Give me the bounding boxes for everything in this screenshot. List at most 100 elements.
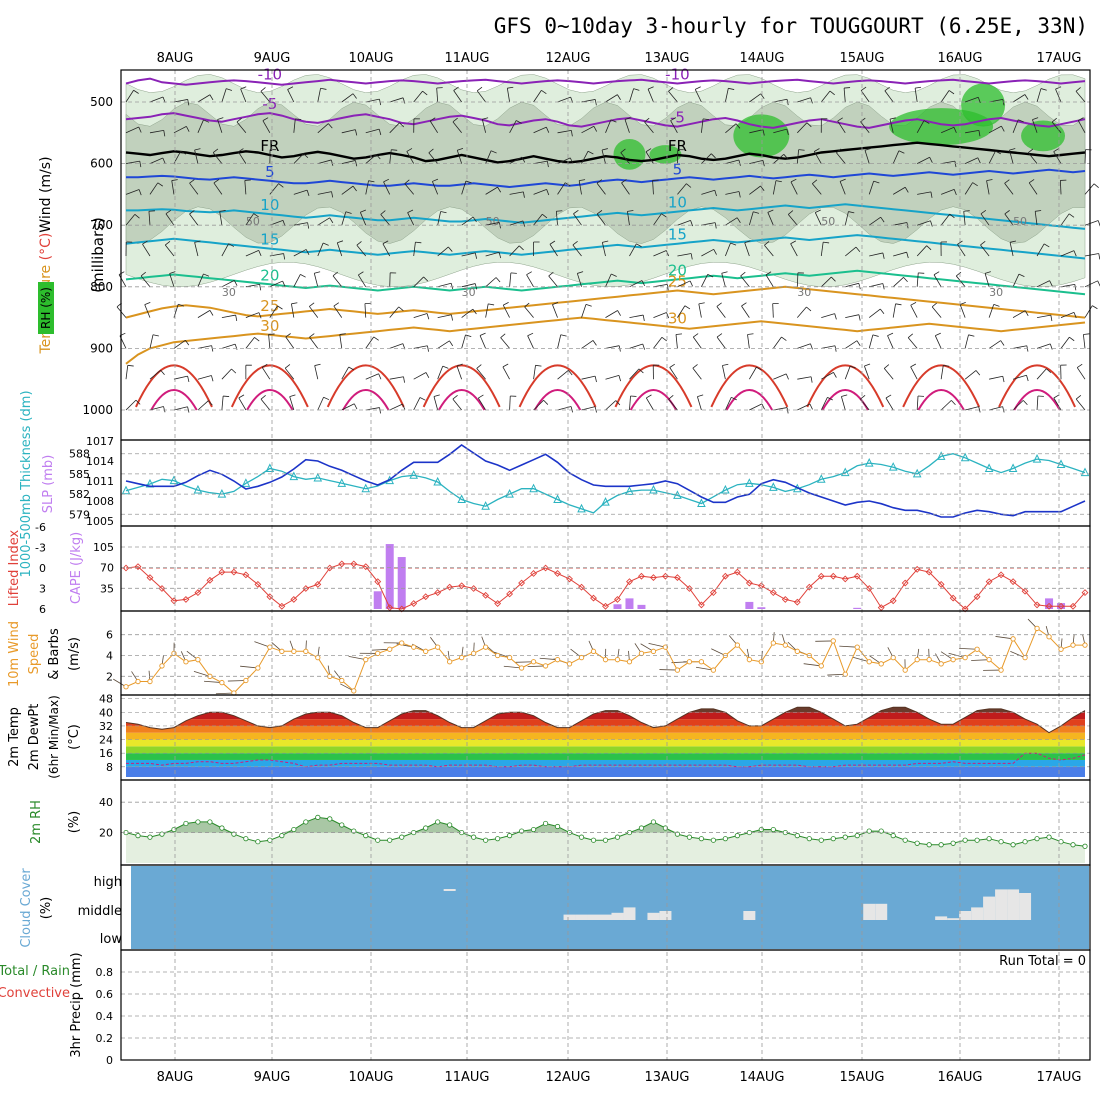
wind-barb <box>477 397 486 411</box>
wind-barb-flag <box>309 333 315 338</box>
wind-barb-flag <box>332 271 338 277</box>
wind-barb <box>293 249 307 257</box>
wind-barb <box>724 88 729 103</box>
rh2m-point <box>471 834 477 840</box>
wind-barb-flag <box>546 161 549 168</box>
wind-barb <box>194 149 199 164</box>
date-label-top: 13AUG <box>644 51 689 66</box>
wind-barb <box>437 340 450 349</box>
wind-barb-flag <box>814 148 820 152</box>
wind-barb <box>1060 213 1070 226</box>
wind-barb-flag <box>627 210 634 212</box>
wind-barb <box>716 336 726 349</box>
cloud-middle-bar <box>875 903 888 920</box>
wind-barb-flag <box>449 340 454 347</box>
wind10m-barb <box>839 645 858 648</box>
wind-barb-flag <box>764 241 770 246</box>
wind-barb <box>957 244 966 257</box>
lifted-point <box>614 595 621 603</box>
wind-barb <box>549 244 558 257</box>
temp-axis-label-1: 2m Temp <box>7 707 22 767</box>
wind-barb <box>485 277 497 288</box>
wind-barb <box>557 157 571 164</box>
thickness-point <box>673 490 682 499</box>
wind-barb-flag <box>542 213 548 219</box>
rh2m-point <box>830 836 836 842</box>
wind-barb <box>149 129 164 134</box>
wind-barb-flag <box>856 340 861 346</box>
wind-barb <box>502 366 510 380</box>
thickness-point <box>816 474 826 483</box>
wind-barb <box>406 151 415 164</box>
wind-barb-flag <box>693 333 699 338</box>
wind-barb-flag <box>328 123 333 129</box>
wind-barb <box>407 212 415 226</box>
rh2m-point <box>159 831 165 837</box>
wind-barb-flag <box>535 364 542 367</box>
wind-barb-flag <box>1073 250 1077 257</box>
wind-barb-flag <box>283 253 286 260</box>
wind-barb <box>621 182 630 195</box>
thickness-point <box>840 467 850 477</box>
wind-barb-flag <box>322 242 329 246</box>
slp-tick-label: 1014 <box>86 455 114 468</box>
wind-barb-flag <box>570 130 573 137</box>
wind-barb <box>605 400 617 411</box>
lifted-point <box>685 585 693 592</box>
temp-tick-label: 16 <box>99 747 113 760</box>
wind10m-point <box>482 644 489 650</box>
temp-band <box>126 719 1085 726</box>
wind-barb-flag <box>476 364 482 369</box>
wind-barb <box>1036 280 1050 288</box>
slp-tick-label: 1005 <box>86 515 114 528</box>
wind-barb <box>988 304 995 318</box>
wind-barb <box>552 304 558 318</box>
wind-barb <box>221 243 229 257</box>
cape-tick-label: 105 <box>93 541 114 554</box>
wind-barb <box>694 89 702 103</box>
wind-barb <box>749 129 764 134</box>
wind-barb <box>125 160 140 164</box>
date-label-bottom: 17AUG <box>1036 1070 1081 1085</box>
wind10m-point <box>1034 625 1040 632</box>
wind10m-point <box>423 648 429 654</box>
wind-barb <box>701 274 709 287</box>
precip-convective-label: Convective <box>0 986 70 1001</box>
lifted-point <box>422 593 430 601</box>
wind-barb-flag <box>399 122 405 128</box>
lifted-point <box>146 574 154 582</box>
wind-barb-flag <box>236 117 242 123</box>
wind-barb-flag <box>810 376 813 383</box>
wind-barb <box>964 334 969 349</box>
wind-barb-flag <box>162 157 166 164</box>
isotherm-40-arc <box>533 389 582 411</box>
date-label-top: 17AUG <box>1036 51 1081 66</box>
wind-barb-flag <box>140 271 146 277</box>
temp-tick-label: 32 <box>99 720 113 733</box>
wind-barb <box>452 398 462 411</box>
wind-barb <box>1036 343 1051 349</box>
wind-barb-flag <box>621 179 627 184</box>
wind-barb <box>332 275 343 288</box>
wind-barb-flag <box>503 302 509 306</box>
wind-barb-flag <box>646 394 652 399</box>
rh2m-point <box>1058 839 1064 845</box>
cloud-middle-bar <box>611 912 624 920</box>
wind-barb-flag <box>355 129 358 136</box>
temp-band <box>126 739 1085 747</box>
lifted-point <box>446 583 454 591</box>
wind-barb-flag <box>788 210 794 215</box>
wind-barb <box>289 396 295 411</box>
rh2m-point <box>578 834 585 840</box>
wind-barb <box>485 251 500 257</box>
wind-barb-flag <box>1055 86 1062 90</box>
wind-barb <box>432 181 439 195</box>
wind10m-barb <box>348 655 366 661</box>
wind-barb-flag <box>194 148 201 151</box>
wind-barb <box>317 159 332 164</box>
wind-barb <box>476 90 486 103</box>
wind-barb-flag <box>984 271 991 274</box>
rh2m-point <box>1082 843 1088 849</box>
wind-barb <box>1055 88 1062 103</box>
cloud-unit-label: (%) <box>39 897 54 920</box>
